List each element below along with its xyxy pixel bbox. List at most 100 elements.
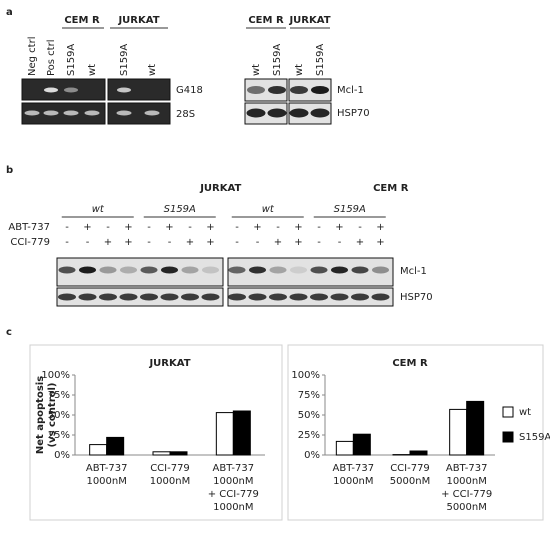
chart-frame: [29, 344, 283, 521]
band: [311, 86, 329, 94]
band: [247, 86, 265, 94]
x-tick-label: CCI-779: [390, 463, 430, 474]
sign: -: [317, 222, 321, 233]
panel-label: c: [6, 327, 12, 338]
panel-label: a: [6, 7, 13, 18]
lane-label: wt: [251, 64, 262, 76]
band: [246, 108, 266, 118]
row-label: ABT-737: [8, 222, 50, 233]
x-tick-label: 1000nM: [333, 476, 373, 487]
group-label: JURKAT: [288, 15, 330, 26]
legend-label: S159A: [519, 432, 550, 443]
y-tick-label: 25%: [298, 430, 320, 441]
x-tick-label: 1000nM: [213, 476, 253, 487]
sign: +: [294, 237, 302, 248]
lane-label: S159A: [66, 44, 77, 76]
sign: -: [65, 222, 69, 233]
blot: [288, 102, 332, 125]
bar: [106, 436, 125, 456]
bar: [89, 444, 108, 456]
x-tick-label: ABT-737: [86, 463, 128, 474]
blot: [288, 78, 332, 102]
band: [351, 266, 369, 274]
bar: [449, 408, 468, 456]
band: [78, 293, 97, 301]
y-tick-label: 75%: [298, 390, 320, 401]
sign: -: [188, 222, 192, 233]
lane-label: wt: [147, 64, 158, 76]
x-tick-label: ABT-737: [446, 463, 488, 474]
gel: [107, 102, 171, 125]
band-label: HSP70: [400, 292, 433, 303]
bar: [352, 433, 371, 456]
band: [310, 108, 330, 118]
sign: +: [356, 237, 364, 248]
sign: +: [186, 237, 194, 248]
lane-label: wt: [87, 64, 98, 76]
subgroup-label: S159A: [164, 204, 196, 215]
x-tick-label: CCI-779: [150, 463, 190, 474]
sign: +: [206, 237, 214, 248]
band: [63, 110, 79, 116]
sign: +: [124, 222, 132, 233]
band: [64, 87, 78, 93]
sign: -: [106, 222, 110, 233]
x-tick-label: 1000nM: [446, 476, 486, 487]
y-tick-label: 0%: [304, 450, 320, 461]
band: [201, 293, 220, 301]
y-tick-label: 0%: [54, 450, 70, 461]
y-tick-label: 100%: [291, 370, 320, 381]
lane-label: Pos ctrl: [46, 40, 57, 77]
legend-swatch: [502, 406, 514, 418]
sign: +: [83, 222, 91, 233]
bar: [169, 451, 188, 456]
band: [330, 293, 349, 301]
band: [140, 293, 158, 301]
chart-title: CEM R: [392, 358, 428, 369]
blot: [56, 257, 224, 287]
bar: [232, 410, 251, 456]
group-title: JURKAT: [199, 183, 241, 194]
legend-swatch: [502, 431, 514, 443]
sign: +: [274, 237, 282, 248]
lane-label: wt: [294, 64, 305, 76]
lane-label: S159A: [272, 44, 283, 76]
band-label: Mcl-1: [337, 85, 364, 96]
band: [351, 293, 369, 301]
band-label: HSP70: [337, 108, 370, 119]
band: [269, 293, 287, 301]
bar: [409, 450, 428, 456]
sign: -: [147, 237, 151, 248]
sign: -: [276, 222, 280, 233]
band: [228, 293, 246, 301]
x-tick-label: 1000nM: [213, 502, 253, 513]
band: [181, 266, 199, 274]
chart-title: JURKAT: [148, 358, 190, 369]
band: [99, 266, 117, 274]
band: [84, 110, 100, 116]
panel-label: b: [6, 165, 13, 176]
group-label: JURKAT: [117, 15, 159, 26]
band: [120, 266, 137, 274]
band: [140, 266, 158, 274]
gel: [21, 102, 106, 125]
lane-label: S159A: [119, 44, 130, 76]
x-tick-label: 5000nM: [446, 502, 486, 513]
band: [289, 293, 308, 301]
x-tick-label: + CCI-779: [208, 489, 259, 500]
sign: +: [165, 222, 173, 233]
blot: [244, 102, 288, 125]
band: [161, 266, 178, 274]
x-tick-label: 1000nM: [150, 476, 190, 487]
bar: [466, 400, 485, 456]
y-axis-label: (vs control): [47, 382, 58, 447]
subgroup-label: wt: [262, 204, 275, 215]
band: [228, 266, 246, 274]
band: [116, 110, 132, 116]
subgroup-label: wt: [92, 204, 105, 215]
x-tick-label: ABT-737: [213, 463, 255, 474]
band: [202, 266, 219, 274]
sign: +: [104, 237, 112, 248]
sign: -: [65, 237, 69, 248]
sign: -: [147, 222, 151, 233]
